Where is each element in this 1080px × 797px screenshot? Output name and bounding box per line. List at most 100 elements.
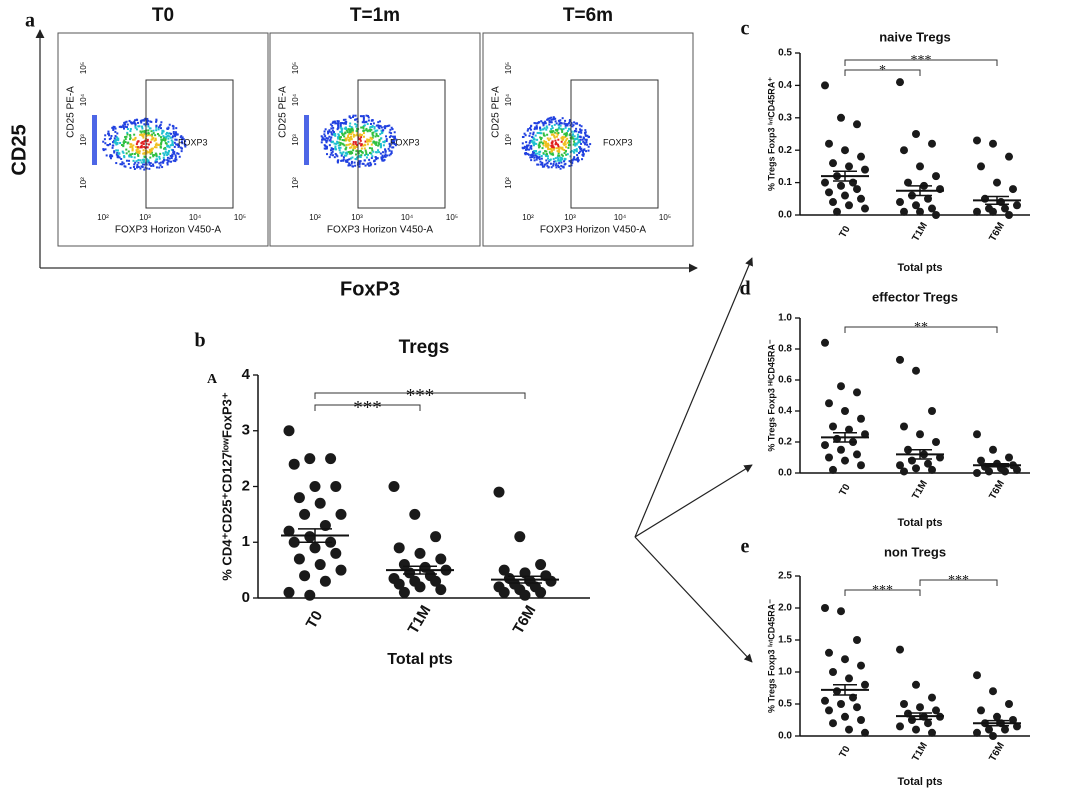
flow-event — [529, 156, 532, 159]
flow-event — [580, 142, 583, 145]
flow-event — [333, 142, 336, 145]
flow-event — [346, 152, 349, 155]
flow-event — [184, 145, 187, 148]
flow-event — [349, 128, 352, 131]
flow-event — [564, 143, 567, 146]
flow-event — [560, 122, 563, 125]
significance-label: ** — [914, 320, 928, 335]
flow-event — [151, 133, 154, 136]
flow-event — [146, 140, 149, 143]
flow-event — [554, 160, 557, 163]
flow-event — [122, 124, 125, 127]
flow-event — [546, 161, 549, 164]
flow-event — [584, 143, 587, 146]
flow-event — [550, 131, 553, 134]
flow-event — [366, 138, 369, 141]
flow-event — [360, 151, 363, 154]
data-point — [977, 706, 985, 715]
flow-event — [358, 150, 361, 153]
flow-event — [551, 144, 554, 147]
flow-event — [550, 166, 553, 169]
flow-event — [137, 161, 140, 164]
data-point — [857, 461, 865, 470]
flow-event — [137, 121, 140, 124]
panel-label: d — [739, 278, 750, 300]
data-point — [299, 508, 311, 520]
flow-event — [384, 140, 387, 143]
flow-event — [145, 152, 148, 155]
flow-event — [156, 133, 159, 136]
flow-event — [540, 132, 543, 135]
flow-event — [377, 144, 380, 147]
flow-event — [167, 140, 170, 143]
flow-event — [137, 150, 140, 153]
flow-event — [148, 161, 151, 164]
flow-event — [535, 150, 538, 153]
flow-event — [351, 165, 354, 168]
data-point — [936, 185, 944, 194]
flow-event — [344, 137, 347, 140]
flow-event — [384, 150, 387, 153]
flow-event — [524, 134, 527, 137]
flow-event — [566, 124, 569, 127]
flow-event — [556, 150, 559, 153]
flow-event — [329, 138, 332, 141]
flow-event — [556, 143, 559, 146]
flow-event — [550, 150, 553, 153]
flow-event — [341, 153, 344, 156]
flow-event — [137, 165, 140, 168]
flow-event — [538, 131, 541, 134]
flow-event — [343, 135, 346, 138]
flow-event — [337, 141, 340, 144]
flow-event — [372, 134, 375, 137]
flow-event — [584, 129, 587, 132]
flow-event — [523, 132, 526, 135]
flow-event — [378, 139, 381, 142]
flow-event — [393, 143, 396, 146]
flow-event — [587, 145, 590, 148]
flow-event — [552, 146, 555, 149]
data-point — [928, 728, 936, 737]
flow-event — [345, 120, 348, 123]
flow-event — [554, 131, 557, 134]
flow-event — [173, 150, 176, 153]
flow-event — [122, 142, 125, 145]
flow-event — [362, 120, 365, 123]
flow-event — [331, 121, 334, 124]
flow-event — [563, 144, 566, 147]
flow-event — [573, 156, 576, 159]
flow-event — [373, 126, 376, 129]
flow-event — [579, 138, 582, 141]
flow-event — [365, 129, 368, 132]
flow-event — [166, 159, 169, 162]
flow-event — [551, 133, 554, 136]
flow-event — [114, 130, 117, 133]
flow-event — [348, 132, 351, 135]
flow-event — [136, 151, 139, 154]
flow-event — [324, 135, 327, 138]
flow-event — [581, 138, 584, 141]
flow-event — [548, 117, 551, 120]
flow-event — [353, 145, 356, 148]
big-x-label: FoxP3 — [340, 278, 400, 300]
flow-event — [532, 131, 535, 134]
flow-event — [578, 152, 581, 155]
flow-event — [367, 116, 370, 119]
flow-event — [178, 155, 181, 158]
data-point — [288, 458, 300, 470]
flow-event — [376, 157, 379, 160]
data-point — [853, 636, 861, 644]
flow-event — [129, 127, 132, 130]
flow-event — [347, 150, 350, 153]
flow-event — [161, 132, 164, 135]
flow-event — [573, 121, 576, 124]
y-tick-label: 0.3 — [778, 112, 792, 123]
flow-event — [330, 141, 333, 144]
flow-event — [546, 153, 549, 156]
flow-event — [355, 145, 358, 148]
flow-event — [172, 149, 175, 152]
flow-event — [137, 147, 140, 150]
chart-title: non Tregs — [884, 544, 946, 559]
flow-event — [143, 155, 146, 158]
flow-event — [155, 126, 158, 129]
